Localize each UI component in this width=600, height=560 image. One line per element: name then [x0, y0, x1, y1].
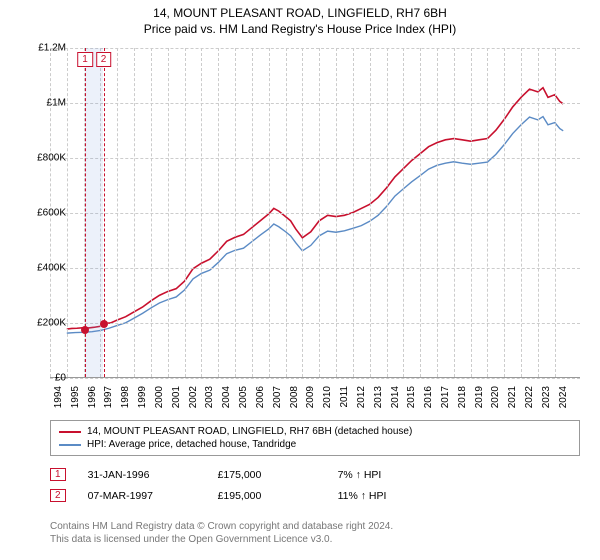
x-tick-label: 1995 [70, 386, 81, 408]
plot-area: 12 [50, 48, 580, 378]
x-tick-label: 2009 [305, 386, 316, 408]
y-tick-label: £600K [37, 208, 66, 219]
x-tick-label: 2010 [322, 386, 333, 408]
x-tick-label: 2022 [524, 386, 535, 408]
x-tick-label: 1996 [87, 386, 98, 408]
x-tick-label: 2002 [188, 386, 199, 408]
sale-dot [81, 326, 89, 334]
x-tick-label: 2016 [423, 386, 434, 408]
x-tick-label: 2015 [406, 386, 417, 408]
legend-label: 14, MOUNT PLEASANT ROAD, LINGFIELD, RH7 … [87, 426, 412, 437]
sale-pct: 7% ↑ HPI [338, 469, 438, 481]
y-tick-label: £1M [47, 98, 66, 109]
x-tick-label: 2006 [255, 386, 266, 408]
x-tick-label: 2003 [204, 386, 215, 408]
legend-swatch [59, 444, 81, 446]
y-tick-label: £1.2M [38, 43, 66, 54]
x-tick-label: 2024 [558, 386, 569, 408]
sale-date: 31-JAN-1996 [88, 469, 218, 481]
x-tick-label: 2008 [289, 386, 300, 408]
footer-line-1: Contains HM Land Registry data © Crown c… [50, 520, 393, 533]
x-tick-label: 2011 [339, 386, 350, 408]
x-tick-label: 1997 [103, 386, 114, 408]
x-tick-label: 2007 [272, 386, 283, 408]
legend-item-hpi: HPI: Average price, detached house, Tand… [59, 438, 571, 451]
marker-badge: 1 [77, 52, 93, 67]
sale-marker-badge: 1 [50, 468, 66, 481]
x-tick-label: 2005 [238, 386, 249, 408]
x-tick-label: 1999 [137, 386, 148, 408]
y-tick-label: £800K [37, 153, 66, 164]
chart-subtitle: Price paid vs. HM Land Registry's House … [0, 22, 600, 36]
x-tick-label: 2023 [541, 386, 552, 408]
y-tick-label: £400K [37, 263, 66, 274]
legend-swatch [59, 431, 81, 433]
series-property [67, 88, 563, 329]
sale-date: 07-MAR-1997 [88, 490, 218, 502]
title-block: 14, MOUNT PLEASANT ROAD, LINGFIELD, RH7 … [0, 0, 600, 36]
legend-label: HPI: Average price, detached house, Tand… [87, 439, 296, 450]
x-tick-label: 1998 [120, 386, 131, 408]
x-tick-label: 2019 [474, 386, 485, 408]
x-tick-label: 2014 [390, 386, 401, 408]
sale-dot [100, 320, 108, 328]
chart-container: 14, MOUNT PLEASANT ROAD, LINGFIELD, RH7 … [0, 0, 600, 560]
sale-pct: 11% ↑ HPI [338, 490, 438, 502]
sale-marker-badge: 2 [50, 489, 66, 502]
sale-price: £195,000 [218, 490, 338, 502]
x-tick-label: 2004 [221, 386, 232, 408]
sale-price: £175,000 [218, 469, 338, 481]
x-tick-label: 2021 [507, 386, 518, 408]
x-tick-label: 2018 [457, 386, 468, 408]
x-tick-label: 2000 [154, 386, 165, 408]
series-hpi [67, 117, 563, 334]
chart-title: 14, MOUNT PLEASANT ROAD, LINGFIELD, RH7 … [0, 6, 600, 20]
marker-badge: 2 [96, 52, 112, 67]
y-tick-label: £0 [55, 373, 66, 384]
y-tick-label: £200K [37, 318, 66, 329]
legend: 14, MOUNT PLEASANT ROAD, LINGFIELD, RH7 … [50, 420, 580, 456]
footer-attribution: Contains HM Land Registry data © Crown c… [50, 520, 393, 546]
x-tick-label: 2012 [356, 386, 367, 408]
x-tick-label: 2020 [490, 386, 501, 408]
footer-line-2: This data is licensed under the Open Gov… [50, 533, 393, 546]
sales-row-1: 1 31-JAN-1996 £175,000 7% ↑ HPI [50, 464, 580, 485]
legend-item-property: 14, MOUNT PLEASANT ROAD, LINGFIELD, RH7 … [59, 425, 571, 438]
x-tick-label: 1994 [53, 386, 64, 408]
x-tick-label: 2001 [171, 386, 182, 408]
sales-table: 1 31-JAN-1996 £175,000 7% ↑ HPI 2 07-MAR… [50, 464, 580, 506]
x-tick-label: 2017 [440, 386, 451, 408]
sales-row-2: 2 07-MAR-1997 £195,000 11% ↑ HPI [50, 485, 580, 506]
x-tick-label: 2013 [373, 386, 384, 408]
